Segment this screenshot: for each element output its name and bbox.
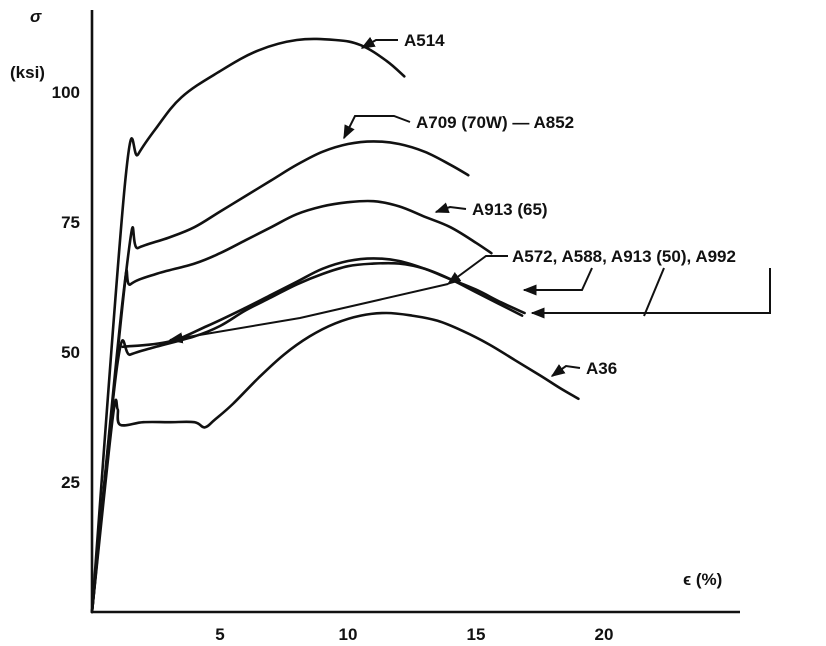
tick-labels: 5 10 15 20 25 50 75 100	[52, 83, 614, 644]
series-curves	[90, 37, 580, 614]
series-line-1	[90, 140, 470, 614]
series-annotation-label: A709 (70W) — A852	[416, 113, 574, 132]
annotation-leader-arrow	[168, 283, 449, 344]
y-axis-unit: (ksi)	[10, 63, 45, 82]
annotation-leader-arrow	[360, 36, 398, 49]
annotation-leader-arrow	[550, 364, 581, 377]
series-annotation-label: A572, A588, A913 (50), A992	[512, 247, 736, 266]
x-tick-label: 5	[215, 625, 224, 644]
y-tick-label: 75	[61, 213, 80, 232]
series-annotation-label: A36	[586, 359, 617, 378]
x-tick-label: 15	[467, 625, 486, 644]
y-tick-label: 50	[61, 343, 80, 362]
y-axis-symbol: σ	[30, 7, 42, 26]
annotation-leader-arrow	[434, 202, 467, 214]
y-tick-label: 100	[52, 83, 80, 102]
annotation-leader-arrow	[530, 268, 771, 319]
series-line-4	[121, 257, 526, 349]
y-tick-label: 25	[61, 473, 80, 492]
x-tick-label: 20	[595, 625, 614, 644]
series-line-2	[90, 199, 493, 614]
annotation-leader-arrow	[446, 255, 508, 285]
annotation-leader-line	[643, 267, 665, 317]
x-tick-label: 10	[339, 625, 358, 644]
x-axis-label: ϵ (%)	[683, 570, 722, 589]
series-annotation-label: A913 (65)	[472, 200, 548, 219]
series-annotation-label: A514	[404, 31, 445, 50]
series-line-0	[90, 37, 406, 614]
annotation-leader-arrow	[522, 267, 593, 296]
series-line-5	[90, 311, 580, 614]
curve-annotations: A514 A709 (70W) — A852 A913 (65) A572, A588…	[168, 31, 771, 378]
annotation-leader-arrow	[343, 115, 411, 140]
